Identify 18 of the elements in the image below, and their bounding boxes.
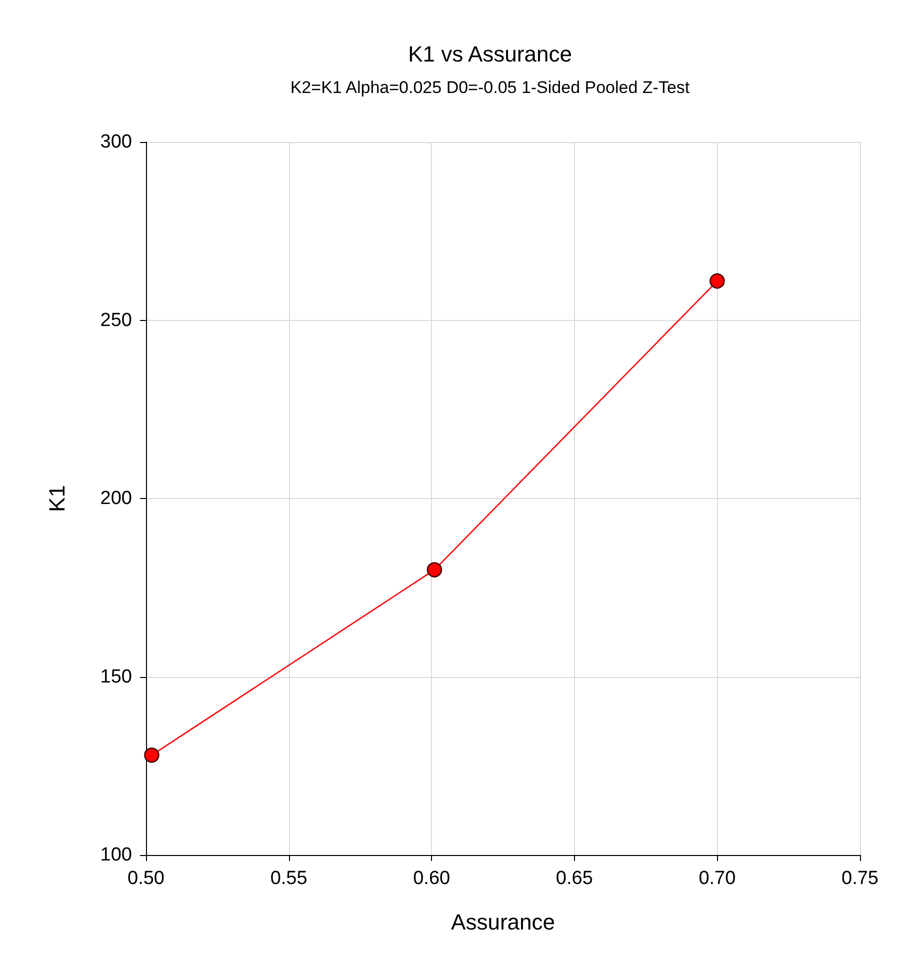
y-tick-label: 200 — [100, 488, 132, 509]
x-tick-label: 0.70 — [698, 868, 736, 889]
y-tick-label: 300 — [100, 132, 132, 152]
point — [144, 748, 160, 763]
y-axis-title: K1 — [44, 485, 70, 512]
x-axis-title: Assurance — [451, 910, 555, 934]
chart-title: K1 vs Assurance — [408, 42, 572, 66]
x-tick-label: 0.75 — [842, 868, 878, 889]
y-tick-label: 250 — [100, 310, 132, 331]
y-tick-label: 150 — [100, 666, 132, 688]
y-tick-label: 100 — [100, 844, 132, 866]
x-tick-label: 0.55 — [270, 868, 308, 889]
chart-subtitle: K2=K1 Alpha=0.025 D0=-0.05 1-Sided Pooled Z-Test — [290, 78, 690, 97]
x-tick-label: 0.50 — [128, 868, 164, 889]
x-tick-label: 0.65 — [556, 868, 593, 889]
x-tick-label: 0.60 — [413, 868, 450, 889]
point — [426, 562, 442, 578]
point — [710, 273, 725, 289]
